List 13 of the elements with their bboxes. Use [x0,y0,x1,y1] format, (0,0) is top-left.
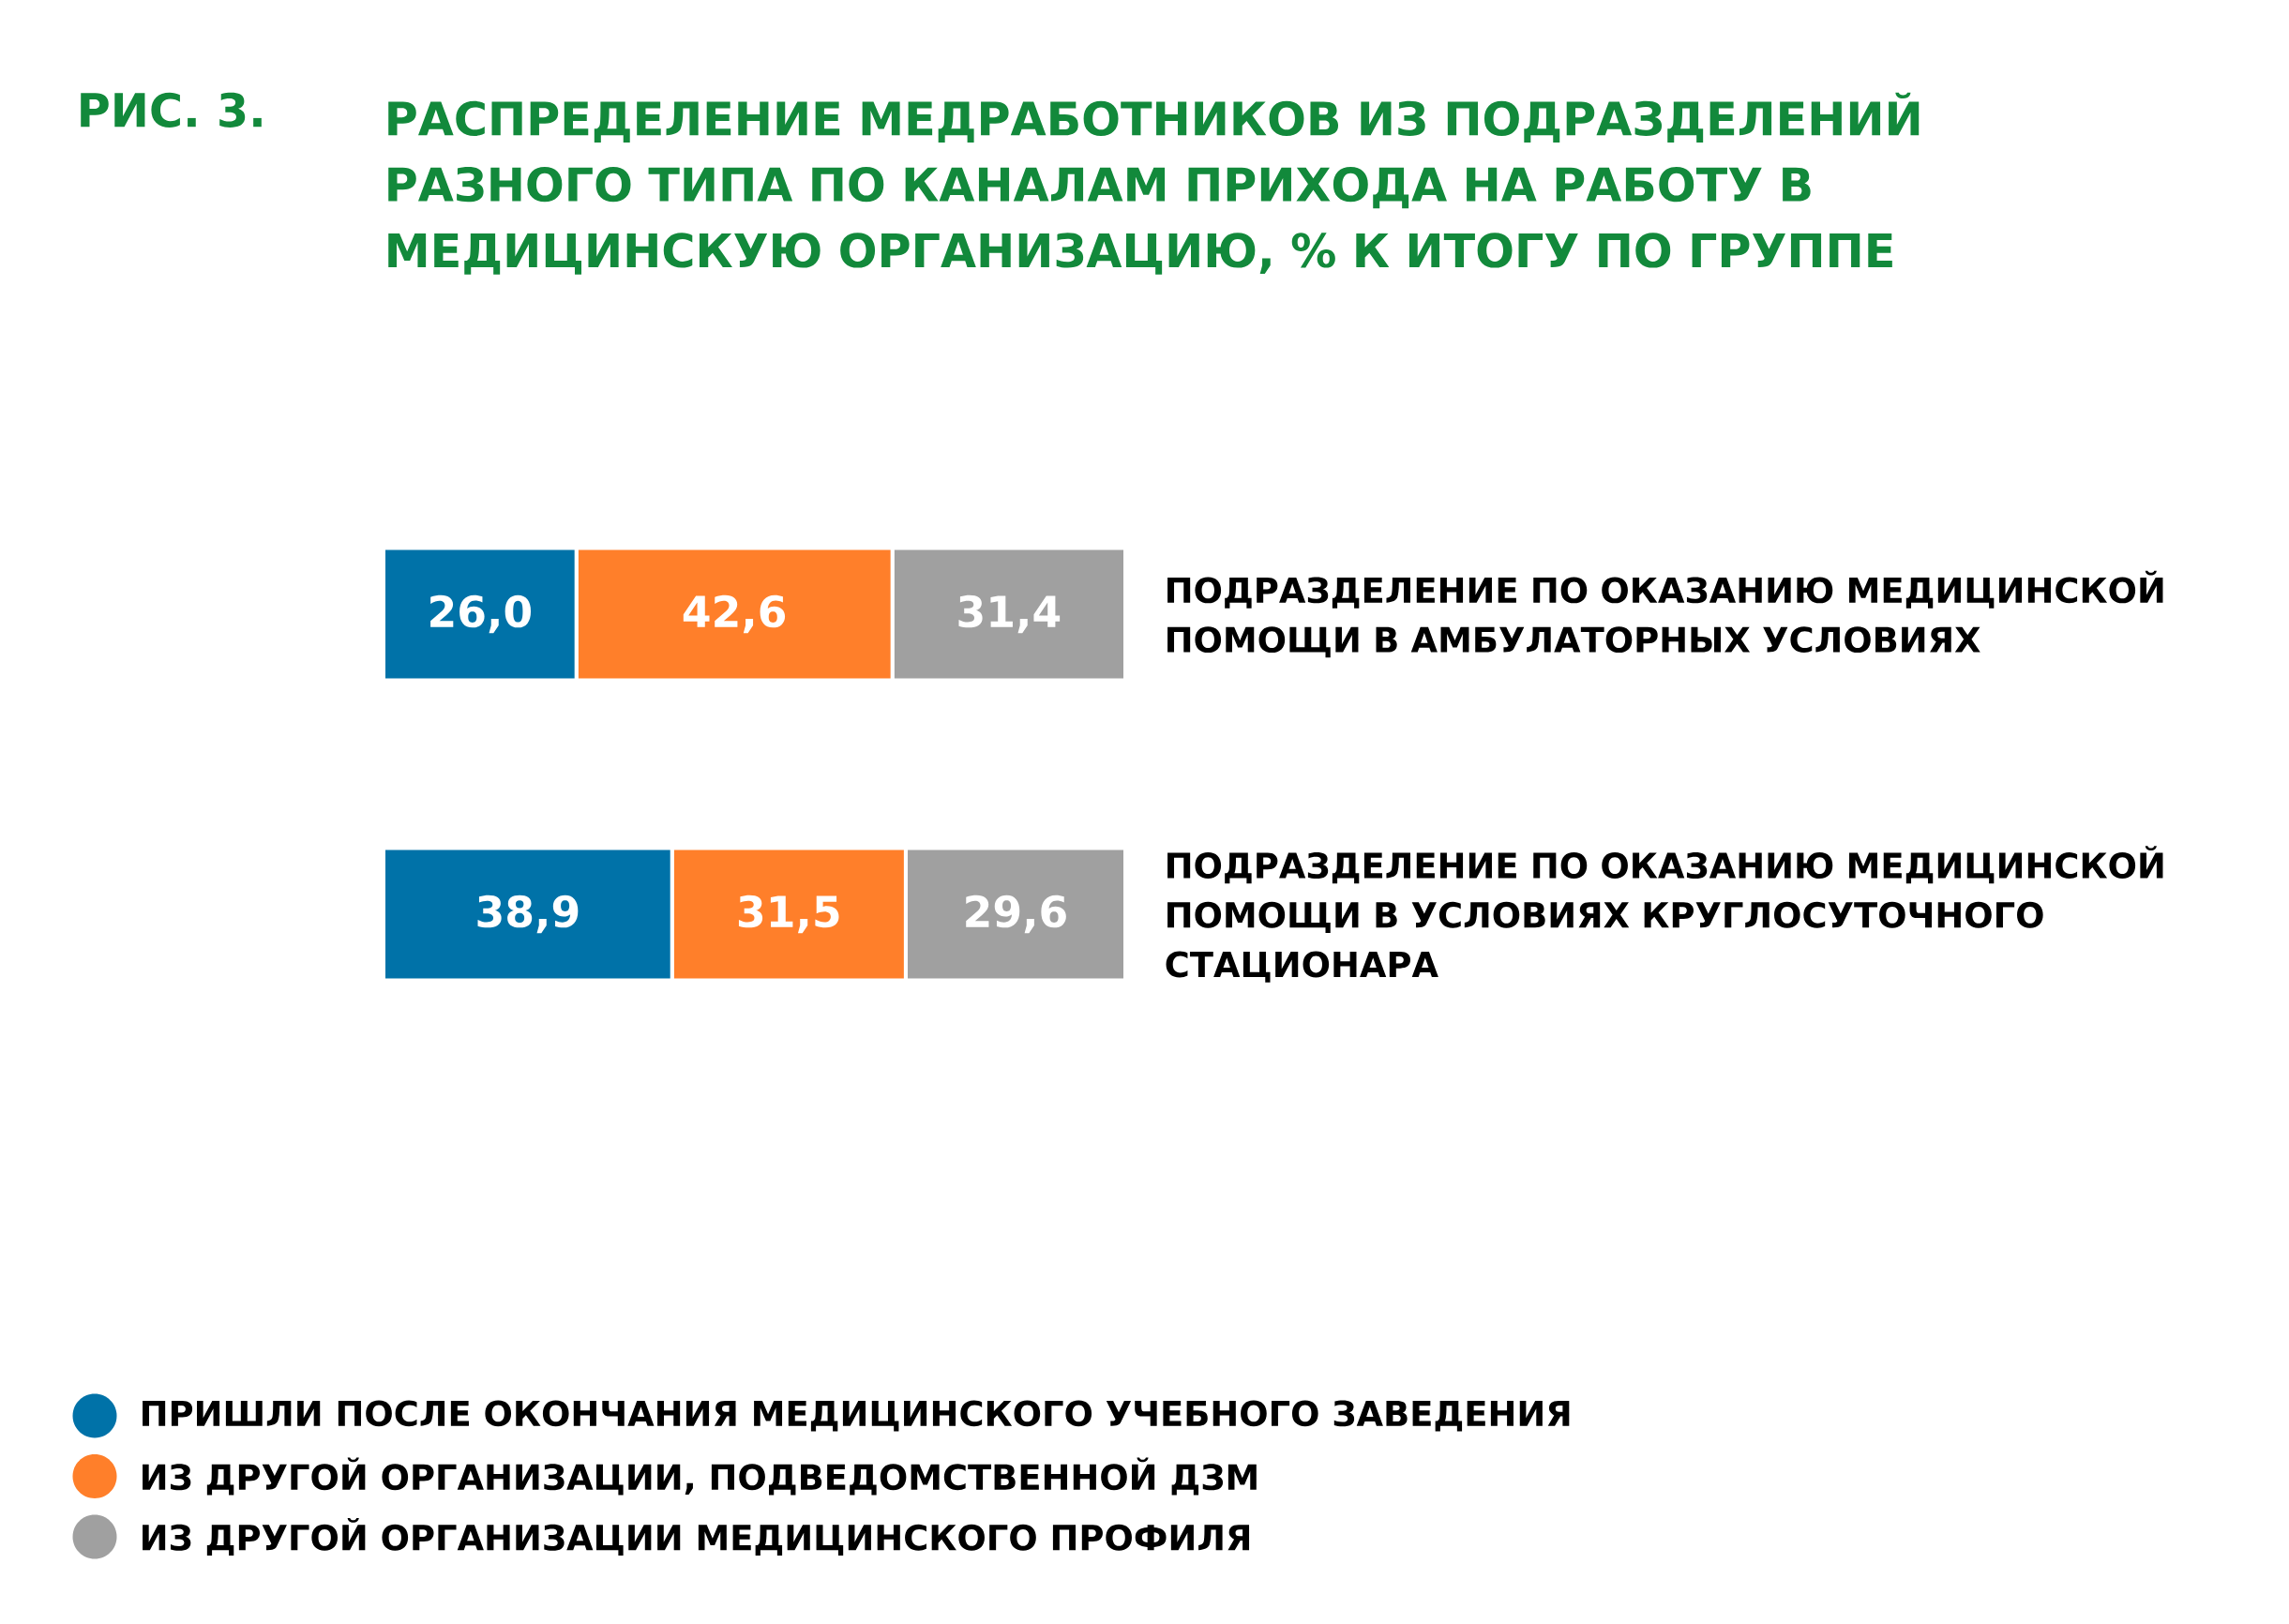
chart-title: РАСПРЕДЕЛЕНИЕ МЕДРАБОТНИКОВ ИЗ ПОДРАЗДЕЛЕНИЙ РАЗНОГО ТИПА ПО КАНАЛАМ ПРИХОДА НА РАБОТУ В МЕДИЦИНСКУЮ ОРГАНИЗАЦИЮ, % К ИТОГУ ПО ГРУППЕ [388,92,1920,275]
legend-label: ИЗ ДРУГОЙ ОРГАНИЗАЦИИ, ПОДВЕДОМСТВЕННОЙ ДЗМ [143,1457,1257,1496]
data-label: 26,0 [430,594,532,634]
data-label: 31,5 [738,895,839,934]
data-label: 42,6 [683,594,786,634]
data-label: 31,4 [958,594,1061,634]
legend-label: ИЗ ДРУГОЙ ОРГАНИЗАЦИИ МЕДИЦИНСКОГО ПРОФИЛЯ [143,1518,1250,1556]
data-label: 38,9 [477,895,579,934]
legend-label: ПРИШЛИ ПОСЛЕ ОКОНЧАНИЯ МЕДИЦИНСКОГО УЧЕБНОГО ЗАВЕДЕНИЯ [143,1400,1570,1432]
text: РИС. 3. [81,92,262,128]
y-tick-label: ПОДРАЗДЕЛЕНИЕ ПО ОКАЗАНИЮ МЕДИЦИНСКОЙ ПОМОЩИ В УСЛОВИЯХ КРУГЛОСУТОЧНОГО СТАЦИОНАРА [1166,846,2163,983]
data-label: 29,6 [966,895,1066,934]
y-tick-label: ПОДРАЗДЕЛЕНИЕ ПО ОКАЗАНИЮ МЕДИЦИНСКОЙ ПОМОЩИ В АМБУЛАТОРНЫХ УСЛОВИЯХ [1167,570,2163,658]
